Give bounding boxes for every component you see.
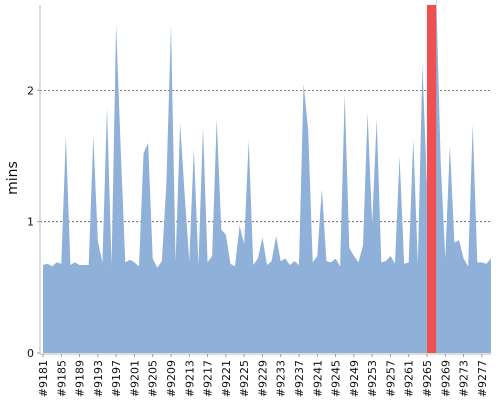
x-tick-label: #9189 [74, 360, 87, 397]
x-tick-label: #9241 [311, 360, 324, 397]
x-tick-label: #9197 [110, 360, 123, 397]
x-tick-label: #9261 [403, 360, 416, 397]
x-tick-label: #9221 [220, 360, 233, 397]
x-tick-label: #9185 [55, 360, 68, 397]
x-tick-label: #9213 [183, 360, 196, 397]
plot-area [43, 0, 491, 353]
x-tick-label: #9253 [366, 360, 379, 397]
x-tick-label: #9209 [165, 360, 178, 397]
grid [40, 89, 491, 223]
x-tick-label: #9225 [238, 360, 251, 397]
x-tick-label: #9201 [128, 360, 141, 397]
area-series [43, 0, 491, 353]
x-tick-label: #9217 [202, 360, 215, 397]
x-tick-label: #9233 [275, 360, 288, 397]
x-tick-label: #9181 [37, 360, 50, 397]
y-tick-label: 2 [27, 84, 34, 97]
y-axis-title: mins [5, 161, 21, 195]
x-tick-label: #9229 [256, 360, 269, 397]
x-tick-label: #9237 [293, 360, 306, 397]
y-tick-label: 1 [27, 216, 34, 229]
x-tick-label: #9205 [147, 360, 160, 397]
x-tick-label: #9245 [330, 360, 343, 397]
x-tick-label: #9265 [421, 360, 434, 397]
y-tick-label: 0 [27, 347, 34, 360]
x-tick-label: #9249 [348, 360, 361, 397]
axes [39, 5, 491, 355]
x-tick-label: #9273 [458, 360, 471, 397]
x-ticks: #9181 #9185 #9189 #9193 #9197 #9201 #9205 #9209… [37, 354, 489, 397]
y-ticks: 0 1 2 [27, 84, 40, 360]
highlight-band [427, 5, 437, 353]
x-tick-label: #9193 [92, 360, 105, 397]
x-tick-label: #9277 [476, 360, 489, 397]
x-tick-label: #9257 [384, 360, 397, 397]
x-tick-label: #9269 [439, 360, 452, 397]
